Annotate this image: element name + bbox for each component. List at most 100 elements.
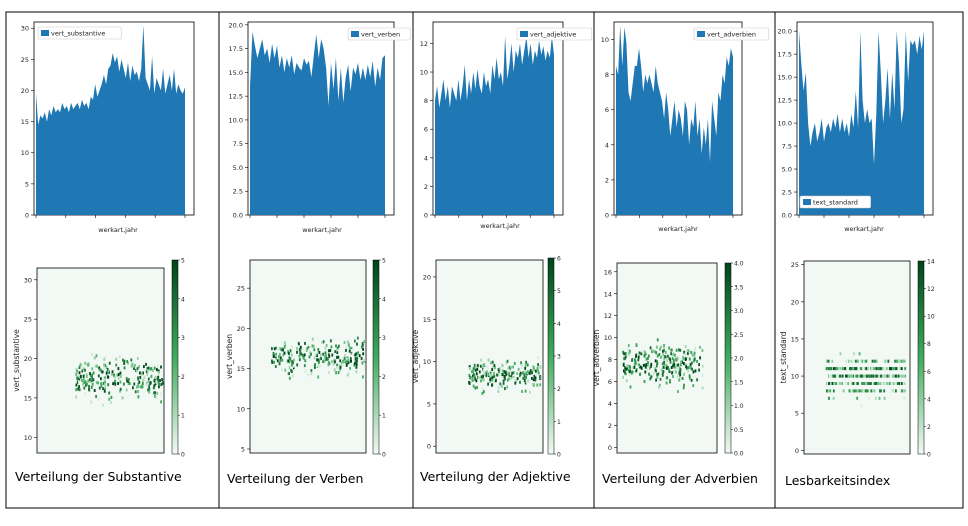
hex-bin (473, 363, 476, 367)
hex-bin (682, 355, 684, 359)
hex-bin (672, 352, 675, 356)
panel-caption: Verteilung der Substantive (15, 469, 182, 484)
hex-bin (657, 372, 660, 376)
hex-bin (521, 390, 523, 393)
hex-bin (346, 359, 349, 363)
hex-bin (283, 345, 286, 349)
hex-bin (486, 370, 488, 374)
hex-bin (894, 374, 897, 378)
hex-bin (282, 348, 284, 352)
colorbar-tick-label: 6 (927, 369, 931, 376)
hex-bin (87, 363, 90, 367)
y-tick-label: 10 (423, 358, 431, 366)
hex-bin (147, 366, 150, 370)
hex-bin (830, 367, 833, 371)
hex-bin (656, 338, 659, 342)
hex-bin (280, 368, 283, 372)
plot-frame (803, 260, 911, 455)
hex-bin (633, 363, 636, 366)
hex-bin (480, 358, 482, 362)
hex-bin (520, 361, 522, 365)
hex-bin (103, 366, 105, 370)
hex-bin (346, 357, 348, 361)
hex-bin (902, 374, 904, 378)
hex-bin (298, 348, 301, 352)
hex-bin (78, 371, 81, 375)
hex-bin (511, 371, 513, 375)
y-axis-label: vert_adjektive (411, 329, 420, 383)
hex-bin (837, 367, 840, 371)
hex-bin (628, 365, 631, 368)
hex-bin (345, 362, 348, 366)
hex-bin (147, 377, 150, 381)
hex-bin (879, 367, 882, 371)
hex-bin (832, 389, 835, 393)
hex-bin (304, 369, 307, 373)
hex-bin (665, 364, 668, 368)
hex-bin (290, 351, 292, 355)
panel-3: 024681012werkart,jahrvert_adjektive05101… (411, 21, 593, 484)
area-chart: 0 2 4 6 8 10 werkart,jahr vert_adverbien (601, 21, 770, 233)
hex-bin (314, 363, 316, 367)
colorbar-tick-label: 4 (382, 296, 386, 303)
hex-bin (884, 359, 887, 363)
hex-bin (361, 342, 364, 345)
hex-bin (88, 387, 90, 391)
hex-bin (300, 352, 303, 356)
y-tick-label: 10.0 (778, 120, 792, 128)
hex-bin (292, 366, 295, 370)
hex-bin (476, 386, 478, 389)
hex-bin (101, 370, 104, 374)
hex-bin (624, 372, 627, 376)
hex-bin (116, 373, 119, 377)
hex-bin (661, 362, 664, 366)
hex-bin (338, 364, 341, 368)
hex-bin (155, 396, 158, 399)
y-tick-label: 0 (25, 212, 29, 220)
hex-bin (91, 376, 93, 380)
hex-bin (505, 373, 508, 376)
hex-bin (686, 366, 688, 370)
hex-bin (288, 376, 291, 380)
hex-bin (529, 390, 531, 394)
y-tick-label: 5 (25, 180, 29, 188)
colorbar-tick-label: 3.5 (734, 284, 744, 291)
hex-bin (108, 397, 111, 401)
hex-bin (296, 347, 298, 350)
hex-bin (333, 368, 336, 372)
hex-bin (886, 374, 889, 378)
hex-bin (658, 353, 661, 356)
hex-bin (76, 369, 78, 373)
hex-bin (841, 367, 844, 371)
hex-bin (850, 359, 853, 363)
hex-bin (100, 384, 103, 388)
hex-bin (506, 385, 509, 389)
hex-bin (668, 346, 671, 350)
hex-bin (522, 376, 525, 380)
hex-bin (102, 381, 105, 385)
hex-bin (678, 348, 680, 352)
hex-bin (326, 357, 329, 361)
hex-bin (681, 360, 684, 364)
hex-bin (84, 361, 87, 365)
y-tick-label: 2.5 (782, 189, 792, 197)
hex-bin (860, 404, 863, 408)
hex-bin (625, 367, 628, 371)
hex-bin (835, 374, 837, 378)
hex-bin (362, 352, 365, 356)
hex-bin (635, 344, 638, 347)
y-tick-label: 14 (604, 290, 612, 298)
hex-bin (471, 378, 474, 382)
colorbar-tick-label: 4 (927, 396, 931, 403)
hex-bin (474, 366, 477, 370)
hex-bin (356, 342, 358, 346)
hex-bin (535, 373, 537, 377)
y-tick-label: 30 (24, 276, 32, 284)
hex-bin (628, 351, 631, 355)
hex-bin (649, 374, 652, 378)
hex-bin (644, 365, 647, 369)
hex-bin (90, 379, 93, 383)
hex-bin (482, 375, 484, 379)
hex-bin (856, 396, 859, 400)
y-tick-label: 15.0 (778, 74, 792, 82)
